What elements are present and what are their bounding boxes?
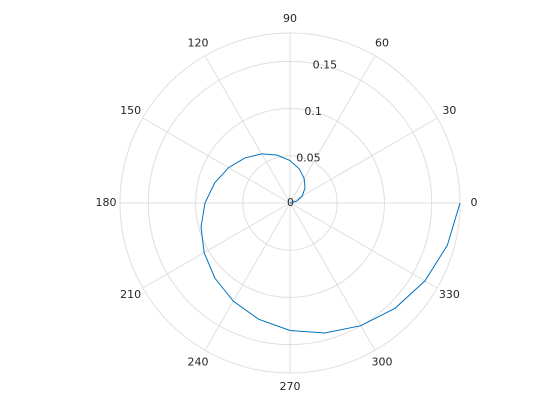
theta-tick-label: 240 bbox=[188, 355, 209, 368]
theta-tick-label: 180 bbox=[96, 196, 117, 209]
spoke bbox=[289, 202, 438, 289]
theta-tick-label: 210 bbox=[120, 288, 141, 301]
theta-tick-label: 120 bbox=[188, 37, 209, 50]
theta-tick-label: 330 bbox=[439, 288, 460, 301]
polar-line bbox=[200, 153, 461, 334]
ring bbox=[242, 155, 338, 251]
r-tick-label: 0.05 bbox=[296, 151, 321, 164]
theta-tick-label: 300 bbox=[372, 355, 393, 368]
theta-tick-label: 90 bbox=[283, 12, 297, 25]
spoke bbox=[142, 117, 291, 204]
theta-tick-label: 0 bbox=[471, 196, 478, 209]
r-tick-label: 0.15 bbox=[313, 58, 338, 71]
theta-tick-label: 270 bbox=[280, 380, 301, 393]
spoke bbox=[289, 202, 376, 351]
theta-tick-label: 30 bbox=[442, 104, 456, 117]
spoke bbox=[289, 55, 376, 204]
r-tick-label: 0.1 bbox=[304, 105, 322, 118]
spoke bbox=[142, 202, 291, 289]
ring bbox=[147, 60, 433, 346]
theta-tick-label: 150 bbox=[120, 104, 141, 117]
spoke bbox=[204, 202, 291, 351]
ring bbox=[195, 108, 385, 298]
spoke bbox=[204, 55, 291, 204]
theta-tick-label: 60 bbox=[375, 37, 389, 50]
